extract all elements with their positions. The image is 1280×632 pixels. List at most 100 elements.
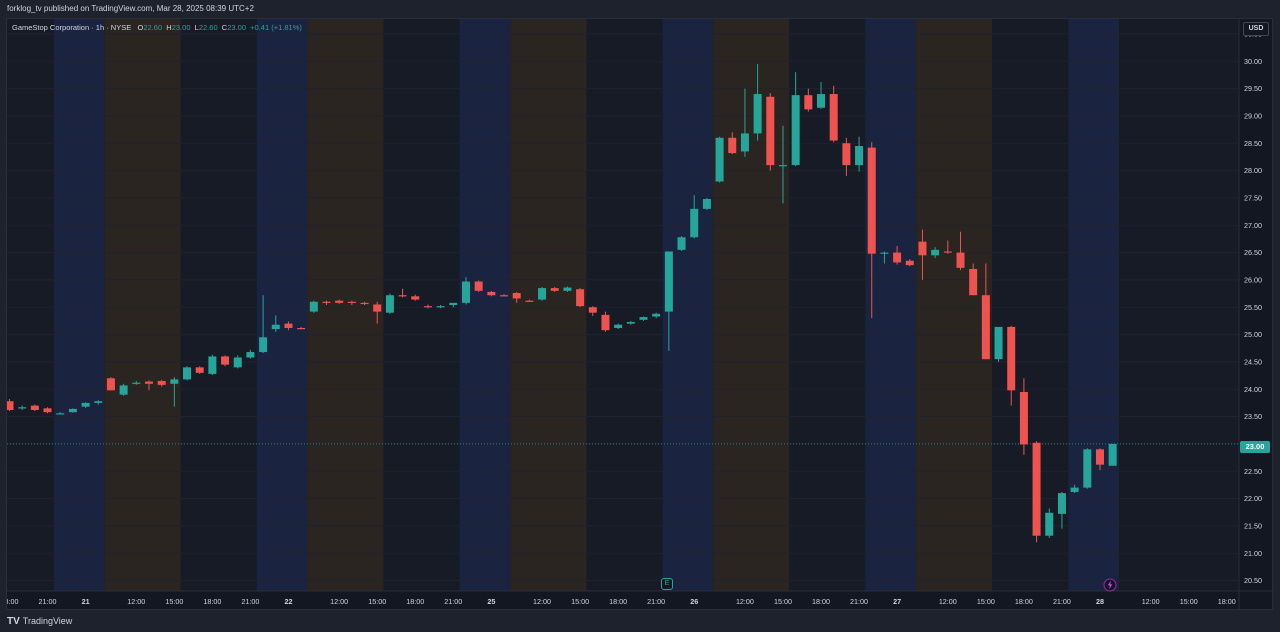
candle-down (335, 300, 344, 303)
candle-down (893, 252, 902, 263)
chart-pane[interactable]: 30.5030.0029.5029.0028.5028.0027.5027.00… (6, 18, 1274, 611)
x-tick-label: 18:00 (1015, 597, 1033, 606)
candle-up (449, 302, 458, 306)
candle-down (500, 295, 509, 297)
candle-down (601, 314, 610, 331)
candle-down (576, 289, 585, 307)
x-tick-label: 15:00 (165, 597, 183, 606)
y-tick-label: 27.50 (1244, 194, 1262, 203)
y-tick-label: 25.50 (1244, 303, 1262, 312)
candlestick-chart[interactable]: 30.5030.0029.5029.0028.5028.0027.5027.00… (7, 19, 1274, 611)
y-tick-label: 26.50 (1244, 248, 1262, 257)
y-tick-label: 21.50 (1244, 521, 1262, 530)
high-value: 23.00 (171, 23, 191, 32)
session-band (789, 19, 866, 591)
candle-down (411, 296, 420, 300)
session-band (459, 19, 511, 591)
candle-up (1057, 493, 1066, 514)
x-tick-label: 15:00 (368, 597, 386, 606)
candle-down (766, 96, 775, 166)
session-band (992, 19, 1069, 591)
candle-up (563, 287, 572, 291)
candle-up (753, 94, 762, 134)
candle-up (690, 208, 699, 238)
candle-down (373, 304, 382, 312)
candle-down (1007, 326, 1016, 391)
footer-bar: TV TradingView (0, 610, 1280, 632)
x-tick-label: 21:00 (241, 597, 259, 606)
x-tick-label: 15:00 (774, 597, 792, 606)
candle-down (398, 295, 407, 297)
y-tick-label: 20.50 (1244, 576, 1262, 585)
low-label: L (194, 23, 199, 32)
session-band (383, 19, 460, 591)
candle-down (1019, 391, 1028, 445)
y-tick-label: 22.00 (1244, 494, 1262, 503)
earnings-marker[interactable]: E (661, 578, 673, 590)
open-label: O (137, 23, 144, 32)
close-label: C (221, 23, 228, 32)
candle-up (994, 326, 1003, 360)
y-tick-label: 28.00 (1244, 166, 1262, 175)
lightning-icon[interactable] (1103, 578, 1117, 592)
y-tick-label: 30.00 (1244, 57, 1262, 66)
low-value: 22.60 (198, 23, 218, 32)
change-value: +0.41 (+1.81%) (250, 23, 302, 32)
x-tick-label: 28 (1096, 597, 1104, 606)
y-tick-label: 28.50 (1244, 139, 1262, 148)
x-tick-label: 18:00 (609, 597, 627, 606)
session-band (180, 19, 257, 591)
session-band (586, 19, 663, 591)
candle-down (918, 241, 927, 256)
candle-down (525, 300, 534, 302)
candle-down (1095, 449, 1104, 465)
session-band (1068, 19, 1119, 591)
x-tick-label: 12:00 (533, 597, 551, 606)
candle-up (652, 313, 661, 317)
candle-down (905, 260, 914, 266)
candle-up (271, 324, 280, 330)
candle-down (981, 295, 990, 360)
candle-down (474, 281, 483, 291)
session-band (256, 19, 308, 591)
x-tick-label: 21:00 (850, 597, 868, 606)
candle-up (614, 324, 623, 329)
candle-down (322, 301, 331, 303)
candle-down (7, 401, 14, 410)
candle-up (1045, 512, 1054, 536)
candle-up (778, 165, 787, 167)
session-band (510, 19, 587, 591)
x-tick-label: 15:00 (977, 597, 995, 606)
x-tick-label: 15:00 (1180, 597, 1198, 606)
currency-button[interactable]: USD (1243, 22, 1269, 36)
candle-down (30, 405, 39, 410)
x-tick-label: 18:00 (812, 597, 830, 606)
x-tick-label: 12:00 (1142, 597, 1160, 606)
x-tick-label: 21:00 (39, 597, 57, 606)
candle-up (436, 306, 445, 308)
candle-up (461, 281, 470, 303)
x-tick-label: 18:00 (1218, 597, 1236, 606)
symbol-name: GameStop Corporation · 1h · NYSE (12, 23, 132, 32)
session-band (7, 19, 54, 591)
candle-down (221, 356, 230, 365)
candle-up (233, 357, 242, 368)
session-band (1119, 19, 1239, 591)
candle-up (664, 251, 673, 312)
candle-up (791, 95, 800, 166)
last-price-tag: 23.00 (1240, 441, 1270, 453)
candle-down (487, 291, 496, 296)
session-band (865, 19, 917, 591)
candle-down (512, 293, 521, 299)
y-tick-label: 25.00 (1244, 330, 1262, 339)
candle-down (1032, 442, 1041, 536)
x-tick-label: 12:00 (939, 597, 957, 606)
x-tick-label: 21 (82, 597, 90, 606)
candle-up (208, 356, 217, 374)
candle-down (423, 306, 432, 308)
tradingview-logo[interactable]: TV TradingView (7, 616, 72, 627)
candle-up (94, 401, 103, 403)
y-tick-label: 23.50 (1244, 412, 1262, 421)
published-text: forklog_tv published on TradingView.com,… (7, 4, 254, 13)
candle-up (931, 249, 940, 256)
